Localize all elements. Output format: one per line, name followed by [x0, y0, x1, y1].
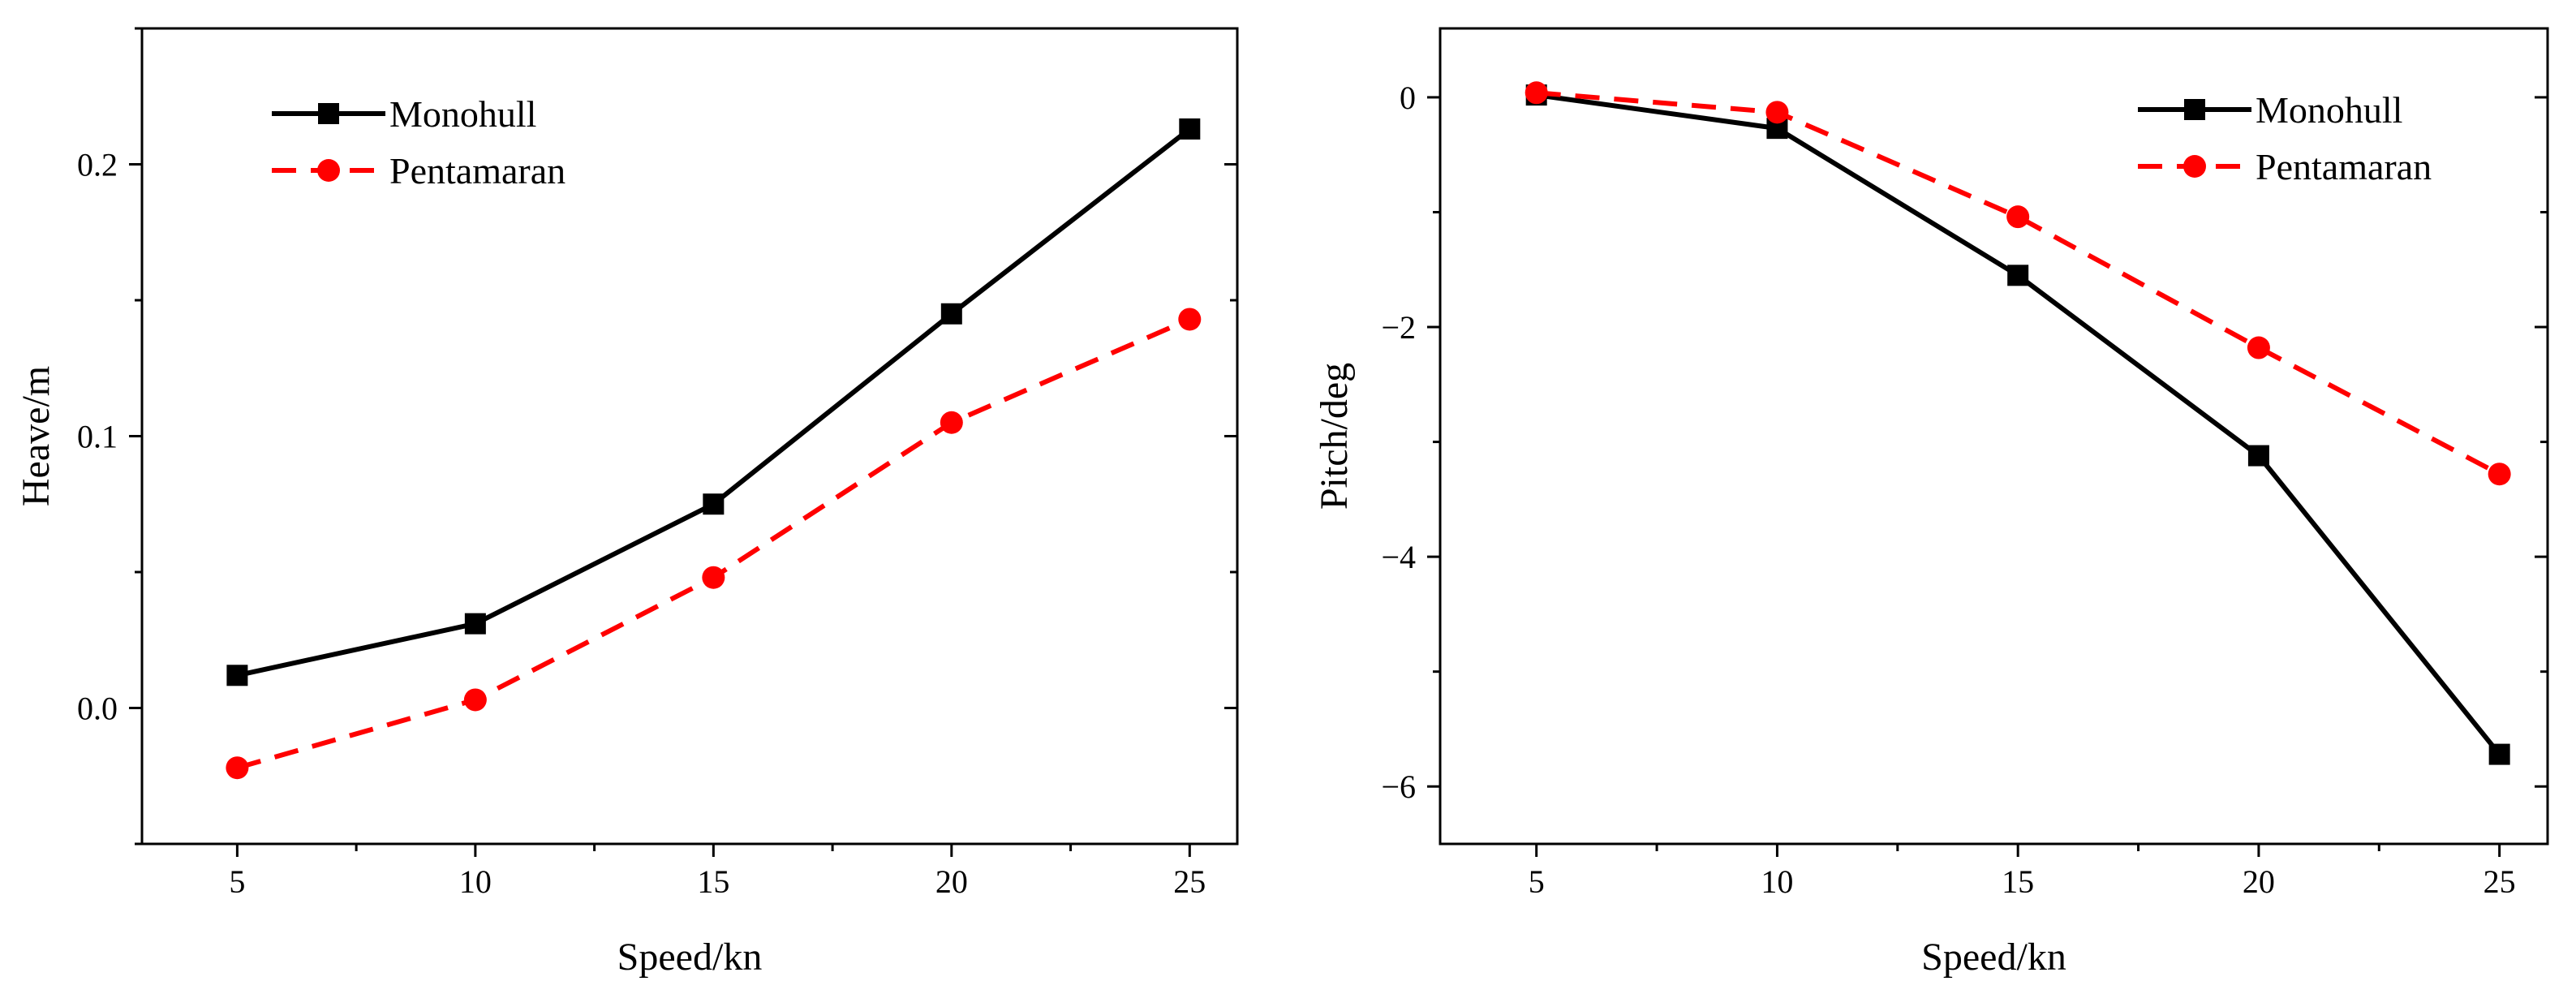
y-tick-label: 0.2	[77, 147, 118, 183]
x-axis-title: Speed/kn	[1921, 936, 2066, 979]
x-tick-label: 5	[1529, 863, 1545, 900]
data-point-pentamaran	[940, 411, 963, 434]
x-tick-label: 10	[1761, 863, 1793, 900]
data-point-pentamaran	[2488, 463, 2511, 486]
data-point-pentamaran	[2006, 205, 2030, 229]
y-axis-title: Heave/m	[15, 366, 58, 506]
data-point-pentamaran	[226, 756, 249, 780]
data-point-monohull	[226, 665, 248, 686]
x-tick-label: 20	[2243, 863, 2275, 900]
data-point-monohull	[464, 613, 486, 635]
y-tick-label: 0.0	[77, 691, 118, 727]
series-line-monohull	[236, 127, 1192, 678]
data-point-pentamaran	[1525, 81, 1548, 105]
y-tick-label: −2	[1381, 309, 1416, 346]
heave-chart: 5 10 15 20 25 0.0 0.1 0.2 Speed/kn Heave/m Monohul…	[15, 27, 1239, 979]
x-tick-label: 20	[935, 863, 968, 900]
y-axis-title: Pitch/deg	[1313, 363, 1356, 510]
legend-marker-pentamaran	[317, 159, 340, 182]
legend-marker-monohull	[318, 103, 339, 124]
data-point-monohull	[1179, 118, 1201, 140]
legend-marker-monohull	[2184, 99, 2205, 120]
data-point-pentamaran	[1178, 308, 1202, 331]
x-tick-label: 5	[229, 863, 245, 900]
data-point-monohull	[940, 303, 962, 325]
data-point-pentamaran	[702, 566, 725, 589]
series-line-pentamaran	[236, 316, 1191, 771]
data-point-monohull	[2007, 265, 2029, 286]
axes-frame	[140, 27, 1239, 846]
legend-marker-pentamaran	[2183, 155, 2206, 178]
y-tick-label: 0	[1400, 80, 1416, 116]
data-point-monohull	[703, 493, 725, 515]
y-tick-label: −6	[1381, 768, 1416, 805]
series-line-pentamaran	[1536, 90, 2501, 476]
data-point-pentamaran	[463, 688, 487, 712]
data-point-monohull	[2247, 445, 2269, 467]
legend-label-pentamaran: Pentamaran	[389, 150, 566, 192]
x-tick-label: 10	[459, 863, 492, 900]
x-tick-label: 25	[1173, 863, 1206, 900]
legend-label-monohull: Monohull	[2256, 89, 2402, 131]
legend-label-monohull: Monohull	[389, 93, 536, 135]
x-tick-label: 15	[2002, 863, 2034, 900]
legend-label-pentamaran: Pentamaran	[2256, 146, 2432, 187]
axes-frame	[1439, 27, 2549, 846]
y-tick-label: −4	[1381, 539, 1416, 575]
x-axis-title: Speed/kn	[617, 936, 763, 979]
data-point-pentamaran	[2247, 336, 2270, 359]
x-tick-label: 25	[2484, 863, 2516, 900]
x-tick-label: 15	[697, 863, 729, 900]
data-point-monohull	[2488, 743, 2510, 765]
pitch-chart: 5 10 15 20 25 0 −2 −4 −6 Speed/kn Pitch/deg Monohul…	[1313, 27, 2549, 979]
y-tick-label: 0.1	[77, 419, 118, 455]
series-line-monohull	[1536, 93, 2501, 756]
data-point-pentamaran	[1765, 101, 1789, 124]
